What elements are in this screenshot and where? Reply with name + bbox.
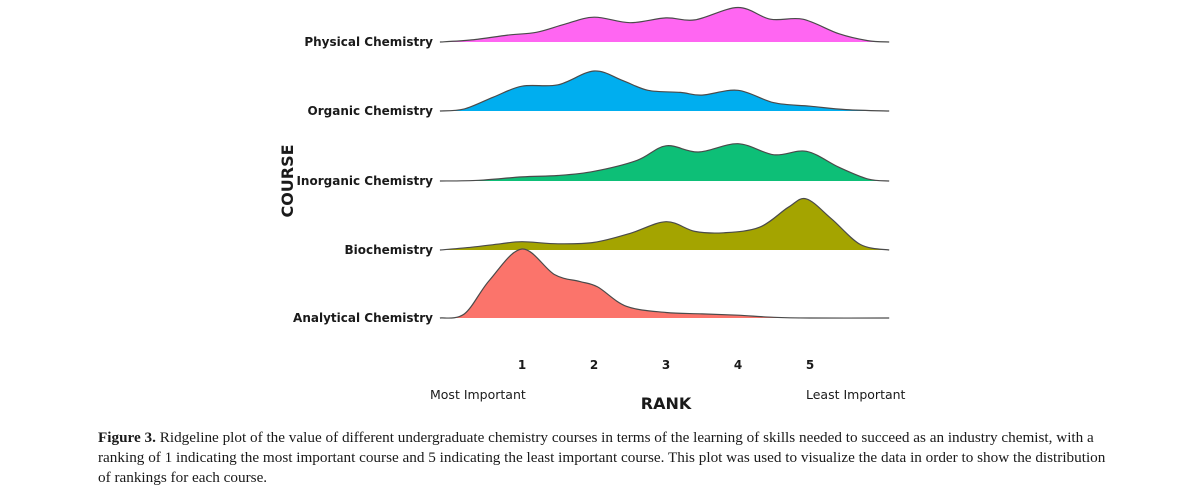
course-label-inorganic-chemistry: Inorganic Chemistry <box>296 174 433 188</box>
ridge-area-physical-chemistry <box>439 7 890 42</box>
y-axis-title: COURSE <box>278 144 297 217</box>
ridge-area-analytical-chemistry <box>439 248 890 319</box>
x-tick-label-4: 4 <box>734 358 742 372</box>
x-tick-label-2: 2 <box>590 358 598 372</box>
course-label-physical-chemistry: Physical Chemistry <box>304 35 433 49</box>
ridgeline-chart: Physical Chemistry Organic Chemistry Inorg… <box>278 6 906 413</box>
figure-caption: Figure 3. Ridgeline plot of the value of… <box>98 428 1108 488</box>
x-axis-title: RANK <box>641 394 692 413</box>
ridges-group <box>439 6 890 319</box>
ridge-outline-biochemistry <box>439 197 890 251</box>
ridge-area-biochemistry <box>439 198 890 250</box>
caption-label: Figure 3. <box>98 429 156 446</box>
course-label-analytical-chemistry: Analytical Chemistry <box>293 311 433 325</box>
x-tick-label-1: 1 <box>518 358 526 372</box>
course-label-biochemistry: Biochemistry <box>344 243 433 257</box>
x-tick-label-3: 3 <box>662 358 670 372</box>
ridge-area-organic-chemistry <box>439 70 890 111</box>
x-tick-label-5: 5 <box>806 358 814 372</box>
x-right-end-label: Least Important <box>806 387 906 402</box>
ridge-outline-physical-chemistry <box>439 6 890 43</box>
course-labels-group: Physical Chemistry Organic Chemistry Inorg… <box>293 35 433 325</box>
ridge-outline-inorganic-chemistry <box>439 143 890 182</box>
x-left-end-label: Most Important <box>430 387 526 402</box>
course-label-organic-chemistry: Organic Chemistry <box>308 104 434 118</box>
caption-text: Ridgeline plot of the value of different… <box>98 429 1106 486</box>
ridge-outline-organic-chemistry <box>439 70 890 112</box>
x-tick-labels-group: 1 2 3 4 5 <box>518 358 814 372</box>
ridge-area-inorganic-chemistry <box>439 143 890 181</box>
ridge-outline-analytical-chemistry <box>439 248 890 319</box>
